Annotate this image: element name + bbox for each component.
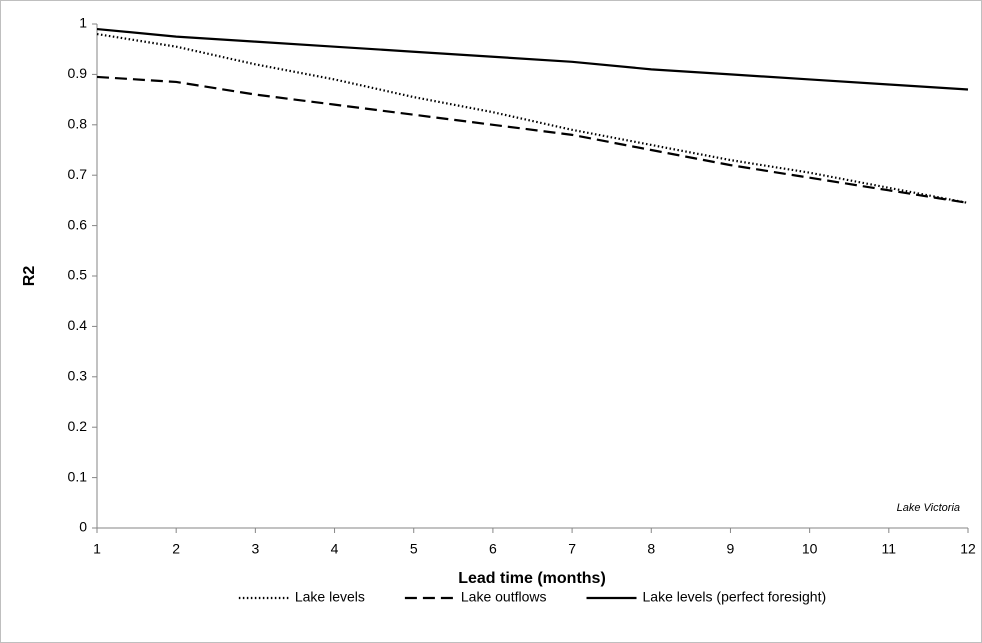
y-tick-label: 0.8 <box>68 116 88 132</box>
y-axis-title: R2 <box>21 266 38 287</box>
x-tick-label: 4 <box>331 541 339 557</box>
y-tick-label: 0.4 <box>68 317 88 333</box>
y-tick-label: 0.3 <box>68 368 88 384</box>
x-tick-label: 10 <box>802 541 818 557</box>
y-tick-label: 0.7 <box>68 166 88 182</box>
x-tick-label: 8 <box>647 541 655 557</box>
x-tick-label: 5 <box>410 541 418 557</box>
x-tick-label: 2 <box>172 541 180 557</box>
y-tick-label: 0 <box>79 519 87 535</box>
y-tick-label: 0.9 <box>68 65 88 81</box>
y-tick-label: 0.5 <box>68 267 88 283</box>
legend-label: Lake levels (perfect foresight) <box>643 589 827 605</box>
x-tick-label: 6 <box>489 541 497 557</box>
annotation: Lake Victoria <box>897 502 960 514</box>
x-tick-label: 3 <box>251 541 259 557</box>
legend-label: Lake outflows <box>461 589 547 605</box>
y-tick-label: 0.6 <box>68 216 88 232</box>
series-line <box>96 32 969 205</box>
legend-label: Lake levels <box>295 589 365 605</box>
x-axis-title: Lead time (months) <box>458 570 606 587</box>
y-tick-label: 0.2 <box>68 418 88 434</box>
x-tick-label: 7 <box>568 541 576 557</box>
x-tick-label: 1 <box>93 541 101 557</box>
y-tick-label: 1 <box>79 15 87 31</box>
y-tick-label: 0.1 <box>68 468 88 484</box>
x-tick-label: 9 <box>727 541 735 557</box>
series-line <box>96 75 969 205</box>
series-line <box>96 27 969 91</box>
x-tick-label: 11 <box>882 541 897 557</box>
x-tick-label: 12 <box>960 541 976 557</box>
